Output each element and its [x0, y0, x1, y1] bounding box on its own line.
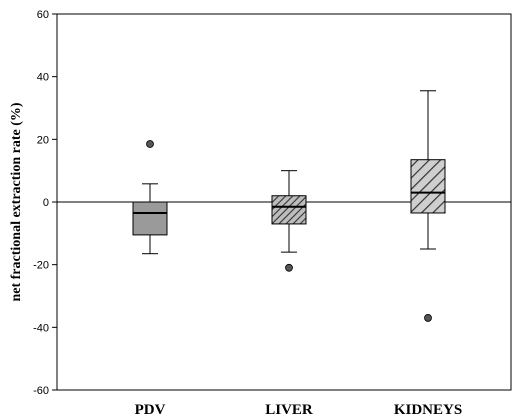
y-tick-label: 20: [37, 134, 49, 146]
y-tick-label: 60: [37, 9, 49, 21]
y-axis-title: net fractional extraction rate (%): [9, 102, 24, 301]
category-label-liver: LIVER: [265, 402, 313, 418]
box-kidneys: [410, 90, 446, 322]
outlier-point: [424, 314, 432, 322]
y-tick-label: 40: [37, 72, 49, 84]
outlier-point: [285, 263, 293, 272]
box-liver: [271, 170, 307, 272]
box-iqr: [410, 159, 446, 214]
labels: -60 -40 -20 0 20 40 60 PDV LIVER KIDNEYS: [33, 9, 462, 418]
y-tick-label: -40: [33, 322, 49, 334]
y-tick-label: -60: [33, 385, 49, 397]
category-label-kidneys: KIDNEYS: [394, 402, 462, 418]
y-tick-label: -20: [33, 260, 49, 272]
y-tick-label: 0: [43, 197, 49, 209]
box-pdv: [132, 140, 168, 255]
box-iqr: [132, 201, 168, 236]
outlier-point: [146, 140, 154, 148]
category-label-pdv: PDV: [135, 402, 166, 418]
boxes: [132, 90, 446, 322]
box-iqr: [271, 195, 307, 225]
